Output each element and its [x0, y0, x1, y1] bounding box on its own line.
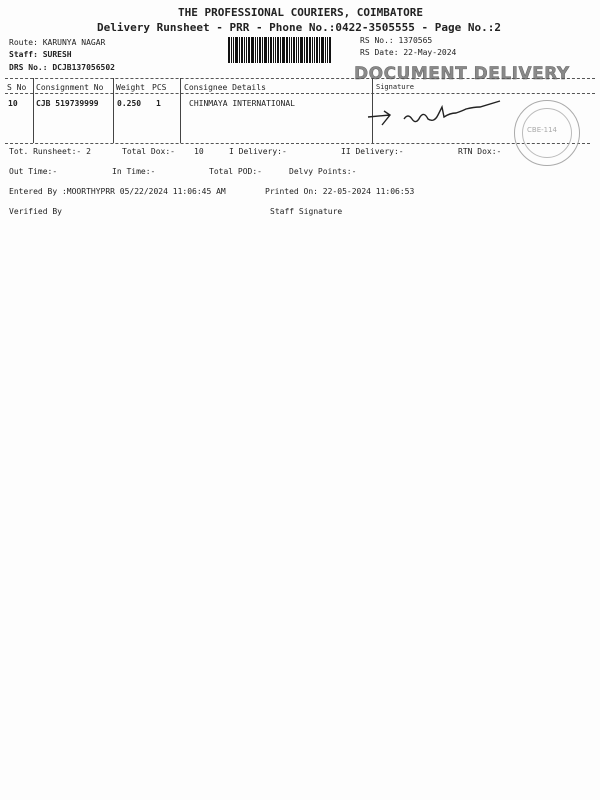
total-pod: Total POD:-: [209, 167, 262, 176]
tot-runsheet: Tot. Runsheet:- 2: [9, 147, 91, 156]
ii-delivery: II Delivery:-: [341, 147, 404, 156]
printed-on: Printed On: 22-05-2024 11:06:53: [265, 187, 415, 196]
route: Route: KARUNYA NAGAR: [9, 38, 106, 47]
runsheet-title: Delivery Runsheet - PRR - Phone No.:0422…: [97, 21, 501, 34]
office-seal: CBE-114: [514, 100, 580, 166]
out-time: Out Time:-: [9, 167, 58, 176]
drs-no: DRS No.: DCJB137056502: [9, 63, 115, 72]
entered-by: Entered By :MOORTHYPRR 05/22/2024 11:06:…: [9, 187, 226, 196]
col-consignment: Consignment No: [36, 83, 104, 92]
barcode: [228, 37, 352, 63]
col-consignee: Consignee Details: [184, 83, 266, 92]
delvy-points: Delvy Points:-: [289, 167, 357, 176]
col-signature: Signature: [376, 83, 414, 91]
in-time: In Time:-: [112, 167, 156, 176]
verified-by: Verified By: [9, 207, 62, 216]
rs-no: RS No.: 1370565: [360, 36, 433, 45]
total-dox: Total Dox:-: [122, 147, 175, 156]
document-delivery-stamp: DOCUMENT DELIVERY: [354, 64, 570, 84]
row-consignee: CHINMAYA INTERNATIONAL: [189, 99, 295, 108]
col-sno: S No: [7, 83, 27, 92]
rs-date: RS Date: 22-May-2024: [360, 48, 457, 57]
i-delivery: I Delivery:-: [229, 147, 287, 156]
staff-signature: Staff Signature: [270, 207, 343, 216]
total-dox-value: 10: [194, 147, 204, 156]
row-sno: 10: [8, 99, 18, 108]
company-title: THE PROFESSIONAL COURIERS, COIMBATORE: [178, 6, 424, 19]
row-weight: 0.250: [117, 99, 142, 108]
col-pcs: PCS: [152, 83, 167, 92]
rtn-dox: RTN Dox:-: [458, 147, 502, 156]
col-weight: Weight: [116, 83, 145, 92]
row-pcs: 1: [156, 99, 161, 108]
staff: Staff: SURESH: [9, 50, 72, 59]
handwritten-signature: [367, 100, 501, 126]
row-consignment: CJB 519739999: [36, 99, 99, 108]
